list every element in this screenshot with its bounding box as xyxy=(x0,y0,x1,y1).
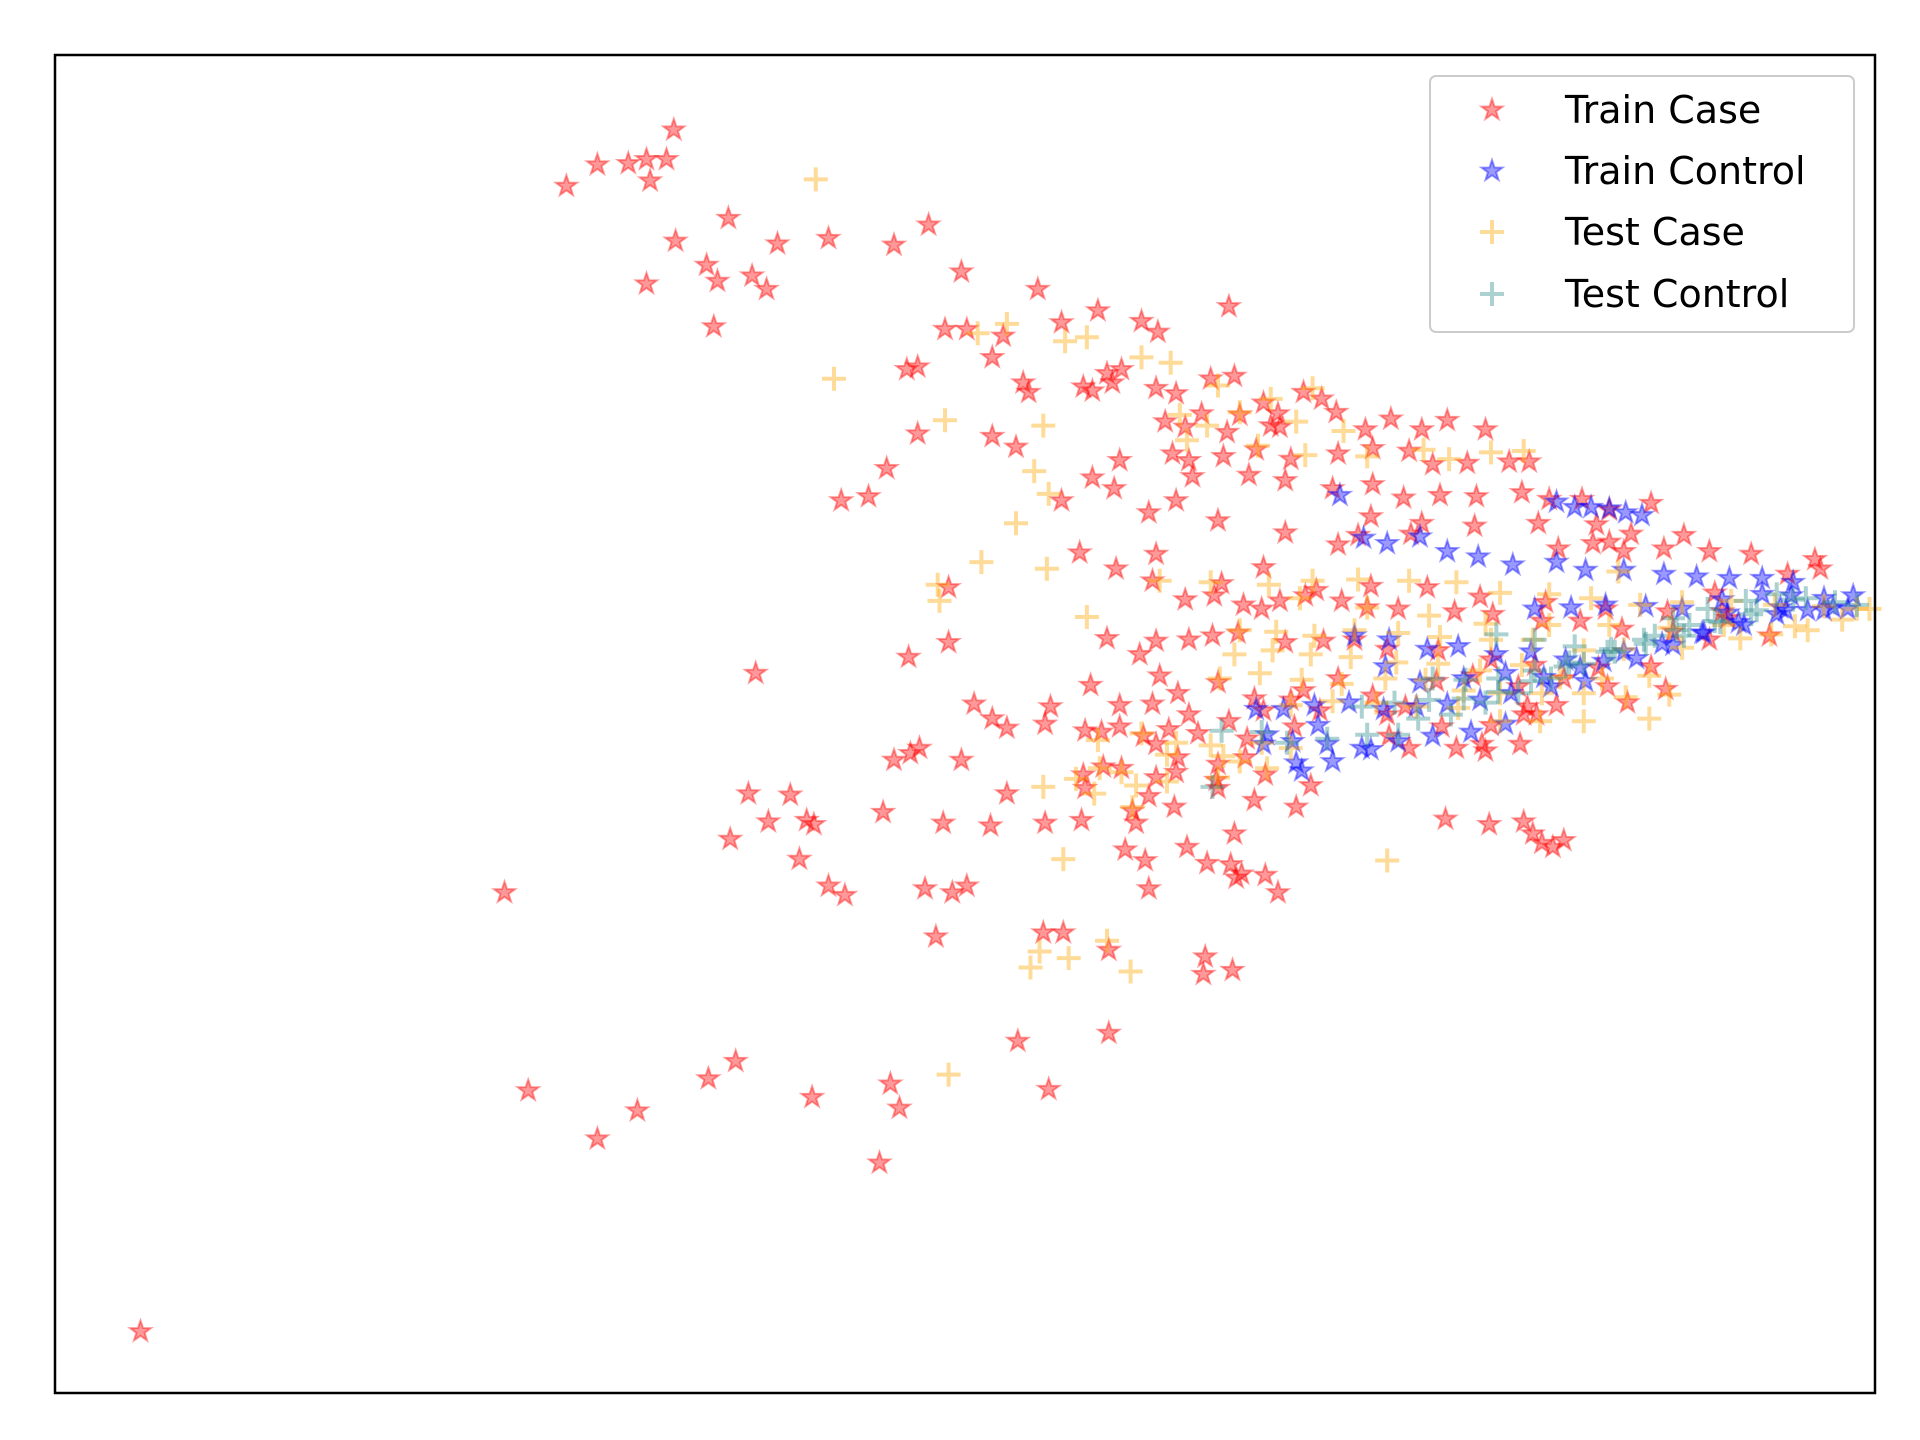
legend-label-test-control: Test Control xyxy=(1564,272,1789,316)
legend-label-train-control: Train Control xyxy=(1564,149,1806,193)
legend-label-test-case: Test Case xyxy=(1564,210,1745,254)
legend: Train Case Train Control Test Case Test … xyxy=(1429,75,1855,333)
legend-entry-train-control: Train Control xyxy=(1480,149,1806,193)
legend-entry-test-control: Test Control xyxy=(1478,272,1789,316)
legend-entry-test-case: Test Case xyxy=(1478,210,1745,254)
legend-box xyxy=(1429,75,1855,333)
legend-label-train-case: Train Case xyxy=(1564,88,1761,132)
plot-frame xyxy=(53,53,1877,1395)
legend-entry-train-case: Train Case xyxy=(1480,88,1761,132)
